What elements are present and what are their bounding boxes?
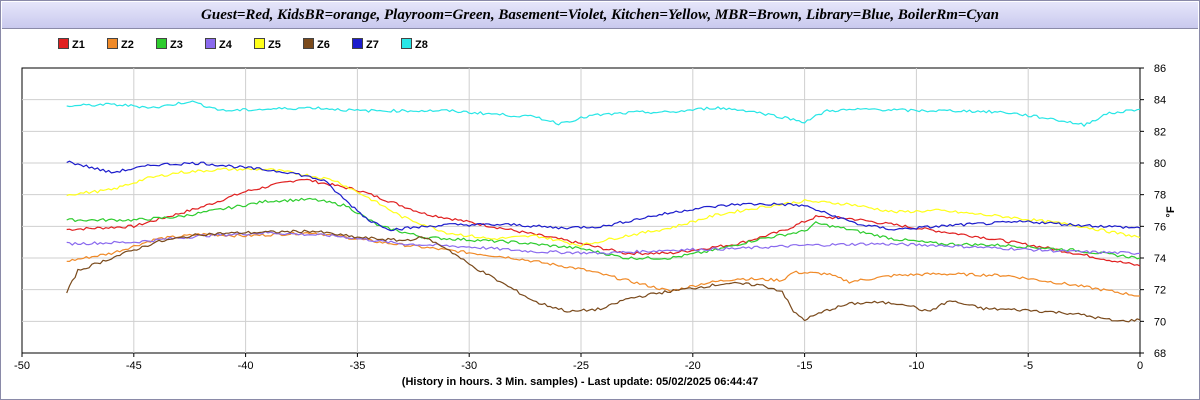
legend-label: Z3: [170, 39, 183, 51]
y-tick-label: 76: [1154, 221, 1166, 233]
legend-swatch: [401, 38, 412, 49]
legend-item-z1: Z1: [58, 38, 85, 52]
x-tick-label: -10: [908, 360, 924, 372]
title-bar: Guest=Red, KidsBR=orange, Playroom=Green…: [2, 2, 1198, 29]
legend-label: Z7: [366, 39, 379, 51]
y-tick-label: 80: [1154, 158, 1166, 170]
legend-item-z7: Z7: [352, 38, 379, 52]
legend-label: Z4: [219, 39, 232, 51]
x-tick-label: -35: [349, 360, 365, 372]
y-tick-label: 84: [1154, 95, 1166, 107]
legend-swatch: [205, 38, 216, 49]
legend-swatch: [254, 38, 265, 49]
legend-label: Z5: [268, 39, 281, 51]
legend-label: Z8: [415, 39, 428, 51]
chart-title: Guest=Red, KidsBR=orange, Playroom=Green…: [201, 7, 999, 23]
legend-swatch: [156, 38, 167, 49]
legend-label: Z6: [317, 39, 330, 51]
y-tick-label: 78: [1154, 190, 1166, 202]
series-line-z4: [66, 231, 1141, 255]
y-axis-label: °F: [1165, 206, 1177, 217]
x-tick-label: -30: [461, 360, 477, 372]
legend-item-z8: Z8: [401, 38, 428, 52]
legend-item-z5: Z5: [254, 38, 281, 52]
y-tick-label: 74: [1154, 253, 1166, 265]
legend-item-z6: Z6: [303, 38, 330, 52]
legend-label: Z1: [72, 39, 85, 51]
x-axis-label: (History in hours. 3 Min. samples) - Las…: [401, 376, 759, 388]
legend-label: Z2: [121, 39, 134, 51]
y-tick-label: 68: [1154, 348, 1166, 360]
legend-item-z2: Z2: [107, 38, 134, 52]
series-line-z7: [66, 160, 1141, 232]
legend-item-z4: Z4: [205, 38, 232, 52]
y-tick-label: 72: [1154, 285, 1166, 297]
legend-swatch: [303, 38, 314, 49]
x-tick-label: -5: [1023, 360, 1033, 372]
series-line-z1: [66, 178, 1141, 267]
legend-item-z3: Z3: [156, 38, 183, 52]
x-tick-label: -40: [238, 360, 254, 372]
x-tick-label: -20: [685, 360, 701, 372]
legend-swatch: [352, 38, 363, 49]
series-line-z2: [66, 231, 1140, 297]
legend-swatch: [58, 38, 69, 49]
x-tick-label: 0: [1137, 360, 1143, 372]
series-line-z8: [66, 100, 1141, 127]
y-tick-label: 70: [1154, 316, 1166, 328]
legend-swatch: [107, 38, 118, 49]
x-tick-label: -45: [126, 360, 142, 372]
series-line-z6: [66, 229, 1141, 323]
y-tick-label: 82: [1154, 126, 1166, 138]
x-tick-label: -15: [797, 360, 813, 372]
x-tick-label: -25: [573, 360, 589, 372]
y-tick-label: 86: [1154, 63, 1166, 75]
x-tick-label: -50: [14, 360, 30, 372]
